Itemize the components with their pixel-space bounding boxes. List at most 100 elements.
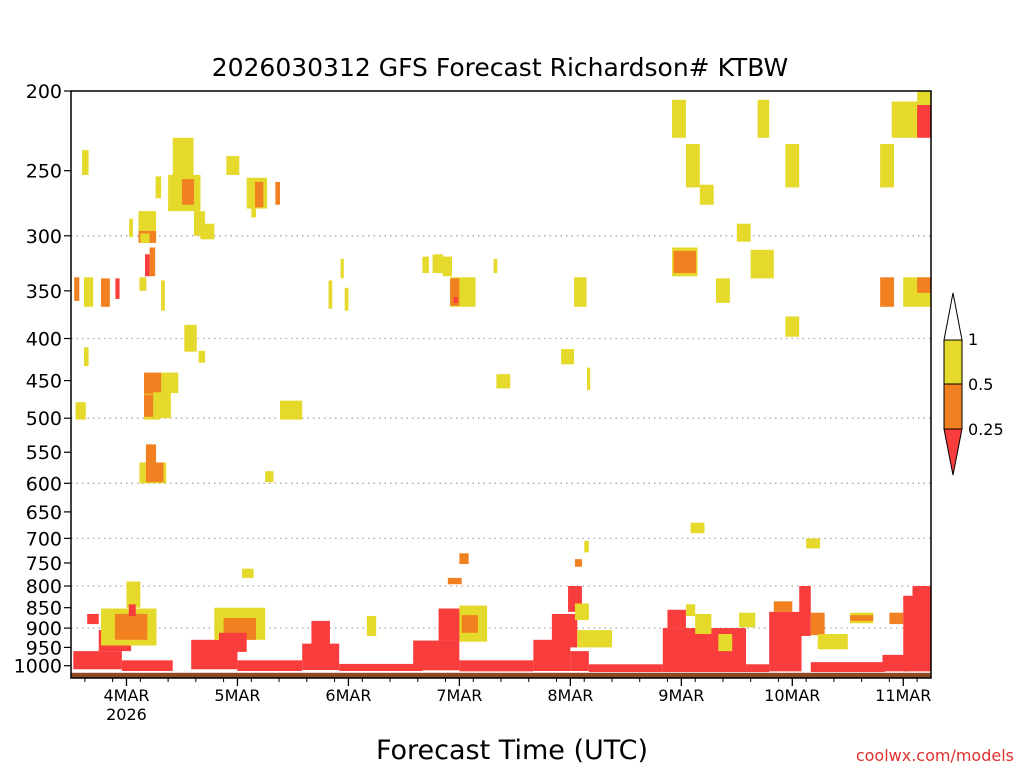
y-tick-label-650: 650 — [26, 502, 62, 524]
ri-cell-49 — [496, 374, 511, 389]
ri-cell-33 — [75, 402, 86, 420]
x-tick-label-10MAR: 10MAR — [764, 686, 820, 705]
ri-cell-43 — [432, 254, 444, 274]
y-tick-label-350: 350 — [26, 281, 62, 303]
ri-cell-10 — [161, 280, 165, 311]
ri-cell-106 — [588, 664, 663, 673]
x-tick-label-9MAR: 9MAR — [658, 686, 704, 705]
ri-cell-125 — [912, 586, 931, 598]
ri-cell-84 — [128, 604, 136, 616]
ri-cell-123 — [889, 612, 904, 625]
watermark: coolwx.com/models — [856, 746, 1014, 765]
ri-cell-36 — [145, 462, 164, 483]
ri-cell-8 — [149, 247, 156, 277]
ri-cell-51 — [574, 277, 587, 307]
legend-triangle-bottom — [943, 428, 963, 476]
y-tick-label-600: 600 — [26, 473, 62, 495]
ri-cell-117 — [810, 612, 825, 636]
ri-cell-107 — [662, 628, 747, 673]
ri-cell-89 — [218, 632, 247, 652]
y-tick-label-1000: 1000 — [14, 656, 62, 678]
ri-cell-72 — [806, 538, 821, 549]
ground-band — [71, 672, 931, 678]
ri-cell-24 — [115, 278, 120, 299]
ri-cell-67 — [917, 277, 931, 293]
ri-cell-68 — [891, 101, 920, 138]
legend-label-top: 1 — [968, 330, 978, 349]
ri-cell-99 — [459, 660, 534, 672]
ri-cell-98 — [461, 615, 478, 633]
ri-cell-77 — [574, 559, 582, 567]
legend-label-0.25: 0.25 — [968, 420, 1004, 439]
ri-cell-9 — [155, 176, 162, 199]
ri-cell-0 — [82, 150, 89, 175]
ri-cell-85 — [87, 613, 99, 625]
ri-cell-42 — [422, 256, 429, 274]
ri-cell-122 — [882, 654, 908, 672]
ri-cell-113 — [746, 664, 770, 673]
ri-cell-65 — [880, 277, 895, 307]
x-tick-label-4MAR: 4MAR — [103, 686, 149, 705]
ri-cell-44 — [442, 256, 452, 277]
ri-cell-21 — [83, 277, 94, 307]
ri-cell-70 — [917, 105, 931, 138]
x-tick-label-5MAR: 5MAR — [214, 686, 260, 705]
ri-cell-95 — [413, 640, 460, 671]
ri-cell-47 — [453, 296, 458, 303]
ri-cell-110 — [695, 613, 712, 634]
x-tick-label-6MAR: 6MAR — [325, 686, 371, 705]
y-tick-label-500: 500 — [26, 408, 62, 430]
ri-cell-48 — [493, 258, 498, 274]
ri-cell-71 — [690, 522, 705, 534]
x-tick-label-7MAR: 7MAR — [436, 686, 482, 705]
ri-cell-20 — [275, 181, 280, 205]
ri-cell-37 — [279, 400, 303, 420]
ri-cell-23 — [101, 278, 110, 307]
ri-cell-69 — [917, 91, 931, 109]
ri-cell-94 — [366, 615, 377, 636]
ri-cell-101 — [551, 613, 578, 648]
ri-cell-124 — [903, 595, 931, 672]
ri-cell-64 — [880, 143, 895, 188]
ri-cell-19 — [251, 208, 256, 218]
y-tick-label-450: 450 — [26, 371, 62, 393]
ri-cell-111 — [718, 633, 733, 652]
ri-cell-6 — [139, 277, 147, 291]
ri-cell-59 — [736, 223, 751, 242]
y-tick-label-850: 850 — [26, 598, 62, 620]
legend-swatch-yellow — [943, 339, 963, 385]
ri-cell-15 — [200, 223, 215, 240]
legend-label-0.5: 0.5 — [968, 375, 993, 394]
ri-cell-75 — [447, 577, 462, 585]
ri-cell-54 — [685, 143, 700, 188]
y-tick-label-950: 950 — [26, 637, 62, 659]
ri-cell-78 — [73, 651, 122, 670]
ri-cell-73 — [242, 568, 254, 578]
ri-cell-93 — [339, 663, 423, 672]
ri-cell-83 — [126, 581, 141, 608]
legend-swatch-orange — [943, 383, 963, 430]
ri-cell-62 — [785, 143, 800, 188]
ri-cell-7 — [144, 254, 150, 277]
ri-cell-115 — [773, 601, 793, 612]
ri-cell-39 — [328, 280, 333, 309]
ri-cell-121 — [810, 662, 885, 673]
ri-cell-91 — [302, 643, 340, 670]
ri-cell-46 — [450, 278, 460, 306]
y-tick-label-800: 800 — [26, 576, 62, 598]
ri-cell-82 — [114, 613, 148, 640]
ri-cell-5 — [140, 233, 150, 243]
ri-cell-29 — [161, 372, 179, 394]
y-tick-label-900: 900 — [26, 618, 62, 640]
x-axis-label: Forecast Time (UTC) — [376, 735, 648, 766]
ri-cell-52 — [587, 367, 591, 390]
ri-cell-118 — [817, 633, 848, 650]
ri-cell-27 — [83, 347, 89, 366]
ri-cell-60 — [750, 249, 774, 279]
gridlines — [71, 235, 931, 629]
y-tick-label-300: 300 — [26, 226, 62, 248]
ri-cell-50 — [561, 349, 575, 365]
ri-cell-61 — [757, 99, 770, 138]
ri-cell-76 — [584, 540, 589, 553]
